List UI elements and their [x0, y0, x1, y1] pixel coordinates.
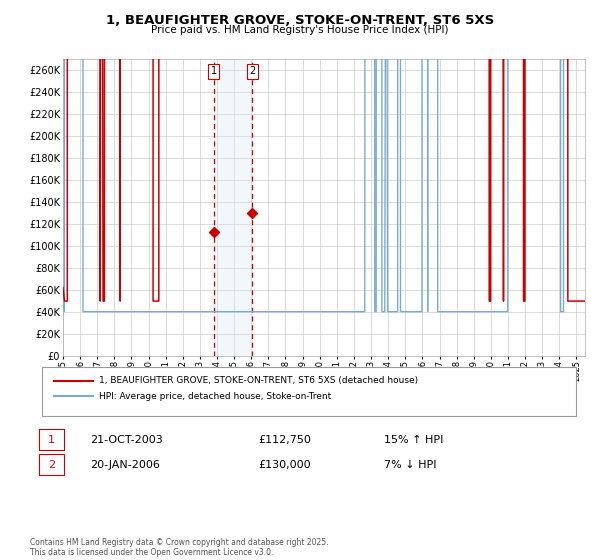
Text: £130,000: £130,000: [258, 460, 311, 470]
Text: 7% ↓ HPI: 7% ↓ HPI: [384, 460, 437, 470]
Text: 20-JAN-2006: 20-JAN-2006: [90, 460, 160, 470]
Text: 15% ↑ HPI: 15% ↑ HPI: [384, 435, 443, 445]
Text: Contains HM Land Registry data © Crown copyright and database right 2025.
This d: Contains HM Land Registry data © Crown c…: [30, 538, 329, 557]
Text: Price paid vs. HM Land Registry's House Price Index (HPI): Price paid vs. HM Land Registry's House …: [151, 25, 449, 35]
Text: £112,750: £112,750: [258, 435, 311, 445]
Text: 1, BEAUFIGHTER GROVE, STOKE-ON-TRENT, ST6 5XS: 1, BEAUFIGHTER GROVE, STOKE-ON-TRENT, ST…: [106, 14, 494, 27]
Text: 1: 1: [211, 66, 217, 76]
Text: 2: 2: [249, 66, 255, 76]
Text: 1: 1: [48, 435, 55, 445]
Text: HPI: Average price, detached house, Stoke-on-Trent: HPI: Average price, detached house, Stok…: [99, 392, 331, 401]
Text: 21-OCT-2003: 21-OCT-2003: [90, 435, 163, 445]
Text: 1, BEAUFIGHTER GROVE, STOKE-ON-TRENT, ST6 5XS (detached house): 1, BEAUFIGHTER GROVE, STOKE-ON-TRENT, ST…: [99, 376, 418, 385]
Text: 2: 2: [48, 460, 55, 470]
Bar: [214, 59, 252, 356]
